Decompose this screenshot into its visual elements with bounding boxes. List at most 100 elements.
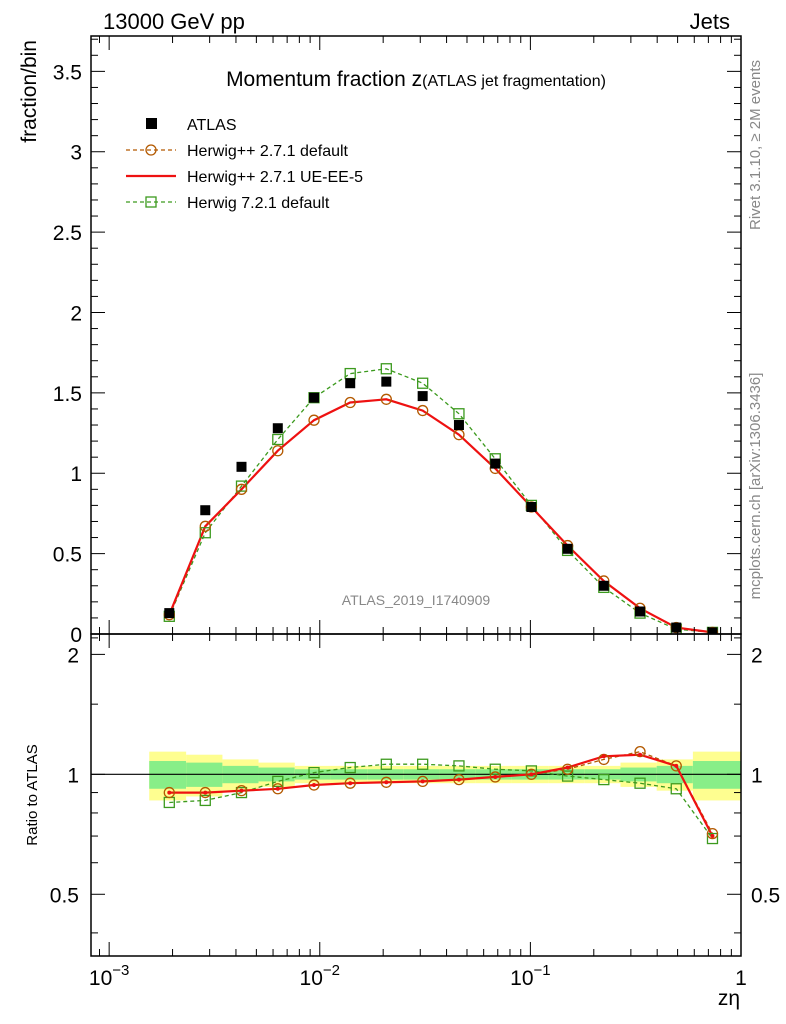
ratio-y-tick-label: 1	[67, 764, 79, 787]
plot-title-main: Momentum fraction z	[226, 68, 422, 91]
point-atlas	[381, 376, 392, 387]
point-herwig7-default	[199, 527, 211, 539]
energy-label: 13000 GeV pp	[103, 9, 245, 34]
x-tick-label: 10−3	[89, 962, 129, 990]
ratio-point-herwigpp-default	[561, 763, 574, 775]
point-herwig7-default	[380, 363, 392, 375]
main-plot-lines	[168, 368, 713, 634]
ratio-point-herwig7-default	[199, 794, 211, 807]
point-atlas	[526, 502, 537, 513]
point-herwig7-default	[235, 480, 248, 492]
x-tick-label-base: 10	[300, 967, 323, 990]
ratio-point-herwigpp-ueee5	[348, 781, 353, 786]
point-atlas	[417, 391, 428, 402]
point-herwigpp-default	[344, 396, 356, 409]
point-herwig7-default	[272, 433, 284, 446]
ratio-point-herwigpp-ueee5	[275, 786, 280, 791]
ratio-line-herwigpp-ueee5	[169, 753, 714, 837]
point-herwigpp-default	[380, 393, 392, 405]
point-herwigpp-default	[417, 404, 429, 417]
ratio-point-herwigpp-ueee5	[312, 783, 317, 788]
ratio-point-herwigpp-default	[199, 786, 211, 799]
x-tick-label: 10−1	[510, 962, 550, 990]
point-atlas	[707, 627, 718, 634]
ratio-point-herwig7-default	[598, 773, 610, 786]
point-atlas	[671, 622, 682, 633]
point-herwigpp-default	[272, 445, 284, 457]
ratio-point-herwig7-default	[670, 783, 682, 795]
x-tick-label: 1	[735, 967, 747, 990]
mcplots-label: mcplots.cern.ch [arXiv:1306.3436]	[747, 373, 764, 600]
main-plot-markers	[163, 363, 719, 634]
y-tick-label: 0	[70, 624, 82, 647]
plot-title: Momentum fraction z(ATLAS jet fragmentat…	[226, 68, 606, 91]
ratio-point-herwigpp-ueee5	[493, 774, 498, 779]
series-line-herwig7-default	[168, 368, 713, 634]
y-tick-label: 0.5	[53, 544, 82, 567]
point-atlas	[562, 543, 573, 554]
ratio-point-herwig7-default	[272, 775, 284, 788]
y-tick-label: 3	[70, 142, 82, 165]
point-atlas	[309, 392, 320, 403]
point-atlas	[200, 505, 211, 516]
legend-label-herwig7-default: Herwig 7.2.1 default	[187, 195, 330, 212]
ratio-point-herwig7-default	[308, 766, 320, 779]
process-label: Jets	[690, 9, 730, 34]
ratio-point-herwigpp-ueee5	[529, 772, 534, 777]
point-atlas	[598, 580, 609, 591]
legend-marker-herwigpp-default	[145, 144, 157, 156]
ratio-y-tick-label-right: 0.5	[751, 884, 780, 907]
ratio-plot-markers	[163, 746, 719, 845]
ratio-point-herwigpp-default	[308, 779, 320, 791]
ratio-y-tick-label: 0.5	[50, 884, 79, 907]
x-tick-label-base: 10	[89, 967, 112, 990]
ratio-point-herwigpp-default	[417, 775, 429, 788]
ratio-line-herwig7-default	[169, 763, 714, 839]
ratio-point-herwigpp-default	[380, 776, 392, 788]
ratio-point-herwig7-default	[380, 758, 392, 770]
legend-marker-herwig7-default	[145, 196, 157, 208]
ratio-point-herwigpp-default	[235, 785, 248, 797]
legend-marker-atlas	[146, 118, 157, 129]
ratio-point-herwigpp-ueee5	[674, 763, 679, 768]
ratio-point-herwigpp-ueee5	[565, 765, 570, 770]
axis-tick-labels: 00.511.522.533.50.5 0.51 12 210−3 10−2 10−1 1	[50, 61, 780, 990]
point-herwigpp-default	[308, 414, 320, 426]
y-axis-label: fraction/bin	[18, 40, 41, 143]
point-atlas	[490, 458, 501, 469]
legend-label-herwigpp-default: Herwig++ 2.7.1 default	[187, 143, 349, 160]
ratio-y-tick-label: 2	[67, 644, 79, 667]
analysis-watermark: ATLAS_2019_I1740909	[342, 592, 491, 608]
point-herwigpp-default	[235, 483, 248, 495]
x-tick-label-base: 10	[510, 967, 533, 990]
ratio-point-herwigpp-default	[489, 771, 501, 783]
ratio-point-herwigpp-ueee5	[384, 780, 389, 785]
point-atlas	[453, 420, 464, 431]
point-atlas	[345, 378, 356, 389]
axis-ticks	[91, 36, 742, 956]
ratio-point-herwig7-default	[489, 763, 501, 775]
ratio-point-herwigpp-default	[453, 773, 465, 786]
point-herwig7-default	[453, 408, 465, 420]
y-tick-label: 3.5	[53, 61, 82, 84]
legend: ATLAS Herwig++ 2.7.1 default Herwig++ 2.…	[126, 117, 363, 212]
point-atlas	[635, 606, 646, 617]
ratio-point-herwig7-default	[634, 777, 646, 789]
series-line-herwigpp-ueee5	[168, 398, 713, 634]
rivet-label: Rivet 3.1.10, ≥ 2M events	[747, 60, 764, 230]
x-axis-label: zη	[718, 987, 740, 1010]
y-tick-label: 2	[70, 302, 82, 325]
ratio-point-herwigpp-default	[272, 783, 284, 795]
y-tick-label: 1	[70, 463, 82, 486]
x-tick-label-base: 1	[735, 967, 747, 990]
x-tick-label-exponent: −2	[323, 962, 340, 979]
ratio-y-tick-label-right: 2	[751, 644, 763, 667]
x-tick-label: 10−2	[300, 962, 340, 990]
plot-title-sub: (ATLAS jet fragmentation)	[422, 73, 606, 90]
y-tick-label: 2.5	[53, 222, 82, 245]
ratio-point-herwigpp-ueee5	[167, 790, 172, 795]
ratio-point-herwigpp-default	[344, 777, 356, 789]
ratio-point-herwigpp-default	[706, 827, 719, 840]
point-atlas	[236, 461, 247, 472]
